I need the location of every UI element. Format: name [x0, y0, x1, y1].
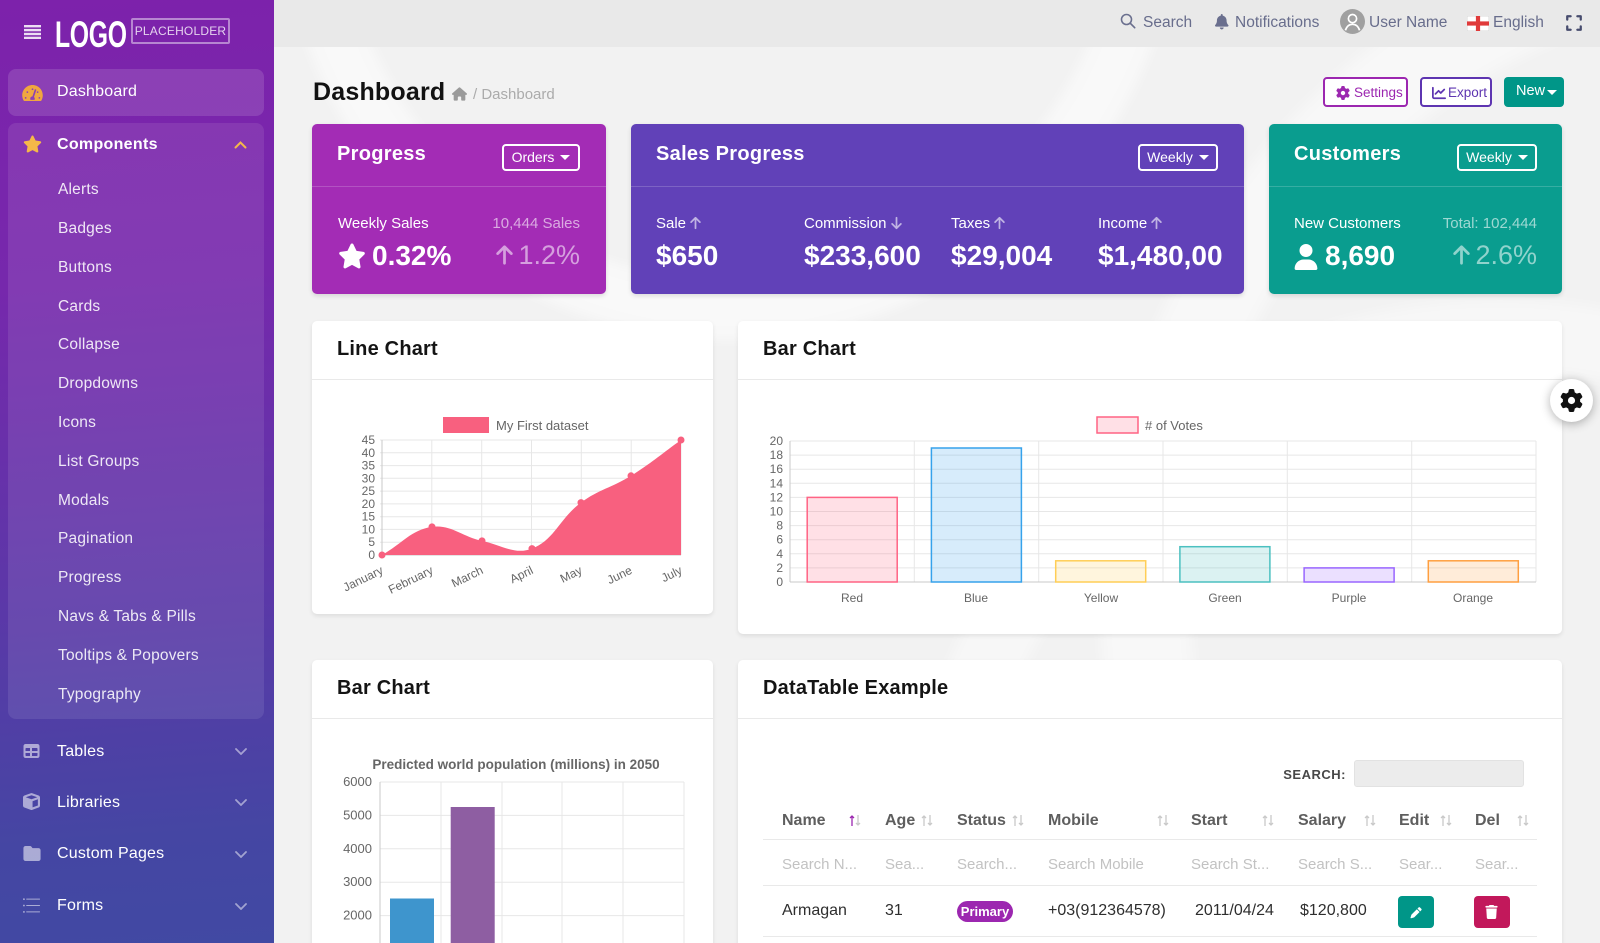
svg-text:3000: 3000: [343, 874, 372, 889]
svg-text:10: 10: [362, 522, 376, 536]
svg-text:40: 40: [362, 446, 376, 460]
svg-text:14: 14: [770, 476, 784, 490]
svg-text:0: 0: [368, 548, 375, 562]
svg-text:20: 20: [770, 434, 784, 448]
svg-text:2000: 2000: [343, 908, 372, 923]
svg-text:12: 12: [770, 490, 784, 504]
svg-text:Blue: Blue: [964, 591, 988, 605]
svg-text:May: May: [558, 563, 585, 586]
svg-text:5: 5: [368, 535, 375, 549]
svg-text:4: 4: [776, 547, 783, 561]
svg-text:6: 6: [776, 533, 783, 547]
svg-text:8: 8: [776, 519, 783, 533]
svg-text:June: June: [605, 563, 635, 587]
svg-text:January: January: [341, 563, 386, 594]
svg-text:15: 15: [362, 510, 376, 524]
svg-text:Green: Green: [1208, 591, 1241, 605]
svg-text:Predicted world population (mi: Predicted world population (millions) in…: [372, 757, 659, 772]
svg-text:Red: Red: [841, 591, 863, 605]
svg-text:4000: 4000: [343, 841, 372, 856]
svg-text:Yellow: Yellow: [1084, 591, 1119, 605]
svg-text:March: March: [449, 563, 485, 590]
svg-text:July: July: [659, 563, 684, 585]
svg-text:20: 20: [362, 497, 376, 511]
svg-text:Orange: Orange: [1453, 591, 1493, 605]
svg-text:My First dataset: My First dataset: [496, 418, 589, 433]
svg-text:February: February: [386, 563, 435, 597]
svg-text:18: 18: [770, 448, 784, 462]
svg-text:6000: 6000: [343, 774, 372, 789]
svg-text:April: April: [508, 563, 536, 586]
svg-text:25: 25: [362, 484, 376, 498]
svg-text:5000: 5000: [343, 807, 372, 822]
svg-text:2: 2: [776, 561, 783, 575]
svg-text:Purple: Purple: [1332, 591, 1367, 605]
svg-text:45: 45: [362, 433, 376, 447]
svg-text:30: 30: [362, 471, 376, 485]
svg-text:# of Votes: # of Votes: [1145, 418, 1203, 433]
svg-text:0: 0: [776, 575, 783, 589]
svg-text:10: 10: [770, 505, 784, 519]
svg-text:16: 16: [770, 462, 784, 476]
svg-text:1000: 1000: [343, 941, 372, 943]
svg-text:35: 35: [362, 459, 376, 473]
